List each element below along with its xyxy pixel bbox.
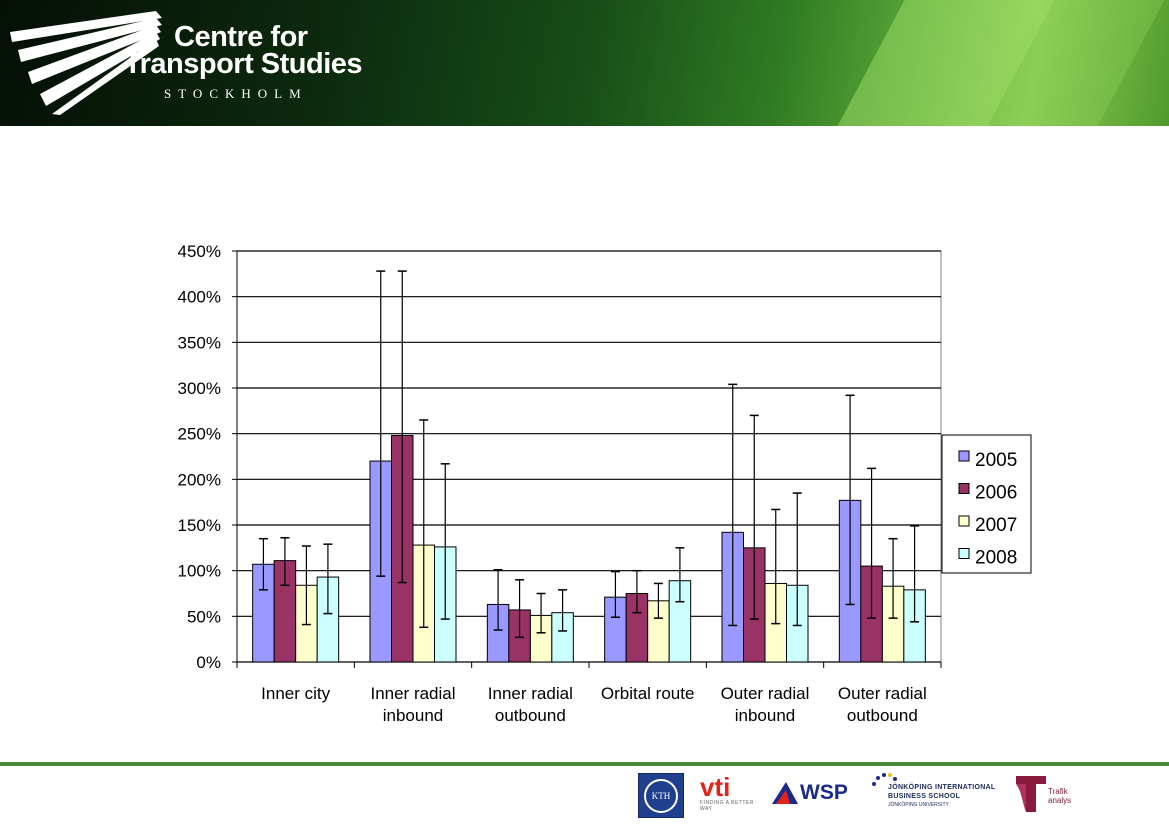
- brand-subtitle: STOCKHOLM: [164, 86, 308, 101]
- x-category-label: outbound: [495, 706, 566, 725]
- legend-swatch: [958, 515, 970, 527]
- y-tick-label: 100%: [178, 562, 221, 581]
- legend-swatch: [958, 483, 970, 494]
- y-tick-label: 300%: [178, 379, 221, 398]
- wsp-logo: WSP: [772, 778, 860, 808]
- vti-logo-name: vti: [700, 772, 731, 802]
- vti-logo: vti FINDING A BETTER WAY: [700, 774, 762, 812]
- trafikanalys-line2: analys: [1048, 796, 1072, 805]
- y-tick-label: 350%: [178, 333, 221, 352]
- jibs-logo-line1: JÖNKÖPING INTERNATIONAL: [888, 784, 996, 791]
- header-banner: Centre for Transport Studies STOCKHOLM: [0, 0, 1169, 126]
- jibs-logo: JÖNKÖPING INTERNATIONAL BUSINESS SCHOOL …: [870, 770, 1005, 810]
- y-tick-label: 200%: [178, 470, 221, 489]
- x-category-label: inbound: [735, 706, 796, 725]
- legend-swatch: [958, 450, 970, 462]
- brand-title-line2: Transport Studies: [124, 48, 363, 80]
- x-category-label: Outer radial: [721, 684, 810, 703]
- x-category-label: Inner city: [261, 684, 330, 703]
- plot-area: [236, 250, 942, 663]
- legend-label: 2008: [975, 548, 1017, 569]
- jibs-logo-line2: BUSINESS SCHOOL: [888, 793, 961, 800]
- trafikanalys-logo-text: Trafik analys: [1048, 787, 1071, 805]
- y-tick-label: 150%: [178, 516, 221, 535]
- x-category-label: outbound: [847, 706, 918, 725]
- wsp-logo-name: WSP: [800, 781, 848, 804]
- y-tick-label: 50%: [187, 607, 221, 626]
- trafikanalys-logo: Trafik analys: [1014, 772, 1071, 816]
- x-category-label: Inner radial: [370, 684, 455, 703]
- legend-label: 2005: [975, 450, 1017, 471]
- wsp-mark-icon: [772, 782, 798, 804]
- eu-stars-icon: [872, 773, 897, 786]
- brand-title-line1: Centre for: [174, 21, 308, 53]
- legend-swatch: [958, 548, 970, 559]
- y-tick-label: 400%: [178, 288, 221, 307]
- legend-box: [941, 434, 1032, 574]
- cts-logo-icon: [10, 11, 162, 115]
- vti-logo-tagline: FINDING A BETTER WAY: [700, 800, 754, 812]
- legend-label: 2007: [975, 515, 1017, 536]
- trafikanalys-mark-icon: [1016, 776, 1046, 812]
- y-tick-label: 250%: [178, 425, 221, 444]
- y-tick-label: 0%: [196, 653, 221, 672]
- x-category-label: Outer radial: [838, 684, 927, 703]
- trafikanalys-line1: Trafik: [1048, 787, 1068, 796]
- x-category-label: inbound: [383, 706, 444, 725]
- kth-logo: KTH: [638, 773, 684, 818]
- legend-label: 2006: [975, 483, 1017, 504]
- jibs-logo-line3: JÖNKÖPING UNIVERSITY: [888, 802, 949, 808]
- footer-divider: [0, 762, 1169, 766]
- x-category-label: Inner radial: [488, 684, 573, 703]
- kth-logo-label: KTH: [644, 778, 678, 813]
- brand-title: Centre for Transport Studies: [124, 21, 363, 80]
- y-tick-label: 450%: [178, 242, 221, 261]
- x-category-label: Orbital route: [601, 684, 695, 703]
